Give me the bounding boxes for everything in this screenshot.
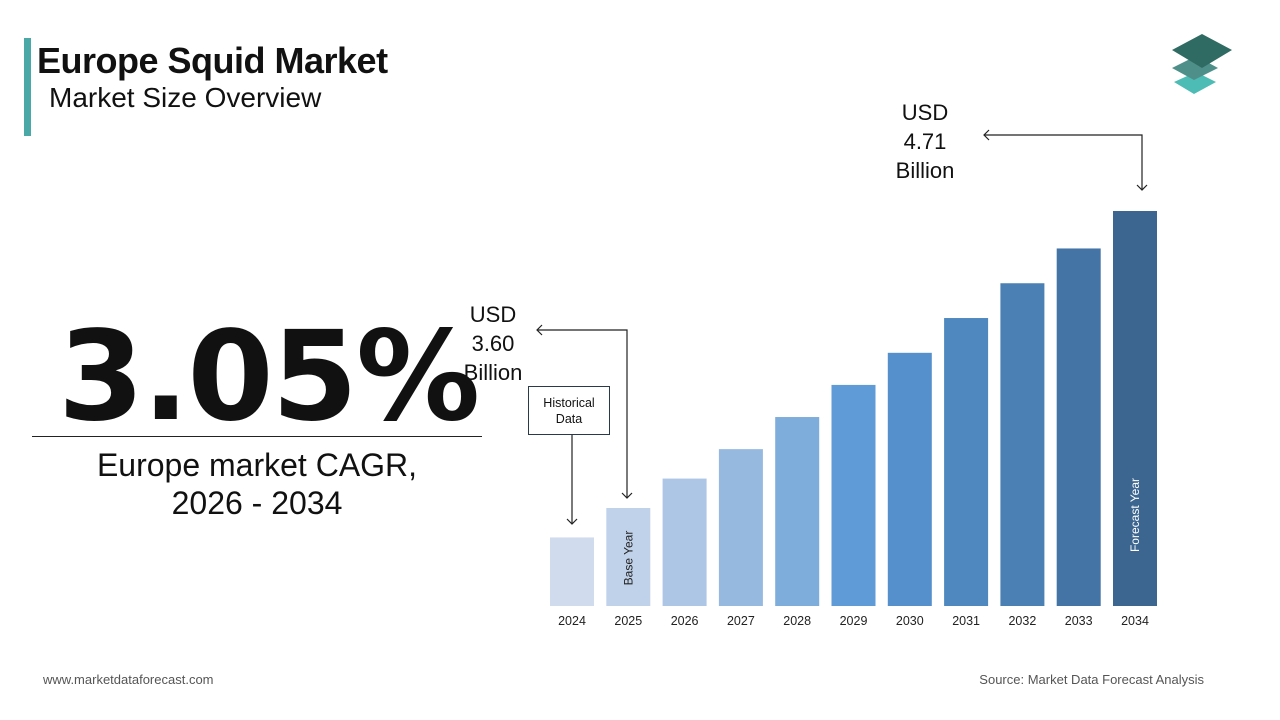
- callout-unit: Billion: [463, 360, 523, 385]
- end-value-callout: USD 4.71 Billion: [884, 98, 966, 185]
- cagr-label: Europe market CAGR, 2026 - 2034: [32, 446, 482, 522]
- divider: [32, 436, 482, 437]
- bar-2034: [1113, 211, 1157, 606]
- website-link[interactable]: www.marketdataforecast.com: [43, 672, 214, 687]
- callout-value: 4.71: [903, 129, 947, 154]
- cagr-label-line1: Europe market CAGR,: [96, 447, 418, 483]
- x-tick-label: 2033: [1065, 614, 1093, 628]
- bar-2025: [606, 508, 651, 606]
- end-callout-arrow: [983, 129, 1148, 191]
- bar-annotation: Base Year: [621, 531, 635, 586]
- start-value-callout: USD 3.60 Billion: [452, 300, 534, 387]
- bar-2024: [550, 537, 594, 606]
- x-tick-label: 2031: [952, 614, 980, 628]
- cagr-label-line2: 2026 - 2034: [171, 485, 343, 521]
- callout-unit: Billion: [895, 158, 955, 183]
- title-accent-bar: [24, 38, 31, 136]
- x-tick-label: 2024: [558, 614, 586, 628]
- bar-2030: [887, 352, 932, 606]
- x-tick-label: 2032: [1008, 614, 1036, 628]
- page-title: Europe Squid Market: [37, 40, 388, 81]
- bar-2026: [662, 478, 707, 606]
- cagr-value: 3.05%: [58, 305, 480, 449]
- logo-icon: [1172, 34, 1232, 94]
- callout-currency: USD: [469, 302, 517, 327]
- x-tick-label: 2034: [1121, 614, 1149, 628]
- x-tick-label: 2026: [671, 614, 699, 628]
- x-tick-label: 2027: [727, 614, 755, 628]
- x-tick-label: 2030: [896, 614, 924, 628]
- bar-2033: [1056, 248, 1101, 606]
- bar-2031: [944, 318, 989, 606]
- callout-currency: USD: [901, 100, 949, 125]
- page-subtitle: Market Size Overview: [49, 82, 322, 113]
- x-tick-label: 2029: [840, 614, 868, 628]
- bar-2029: [831, 384, 876, 606]
- source-note: Source: Market Data Forecast Analysis: [979, 672, 1204, 687]
- x-tick-label: 2028: [783, 614, 811, 628]
- bar-annotation: Forecast Year: [1128, 478, 1142, 552]
- bar-2032: [1000, 283, 1045, 606]
- start-callout-arrow: [536, 324, 633, 499]
- callout-value: 3.60: [471, 331, 515, 356]
- bar-2027: [718, 449, 763, 606]
- bar-2028: [775, 417, 820, 606]
- x-tick-label: 2025: [614, 614, 642, 628]
